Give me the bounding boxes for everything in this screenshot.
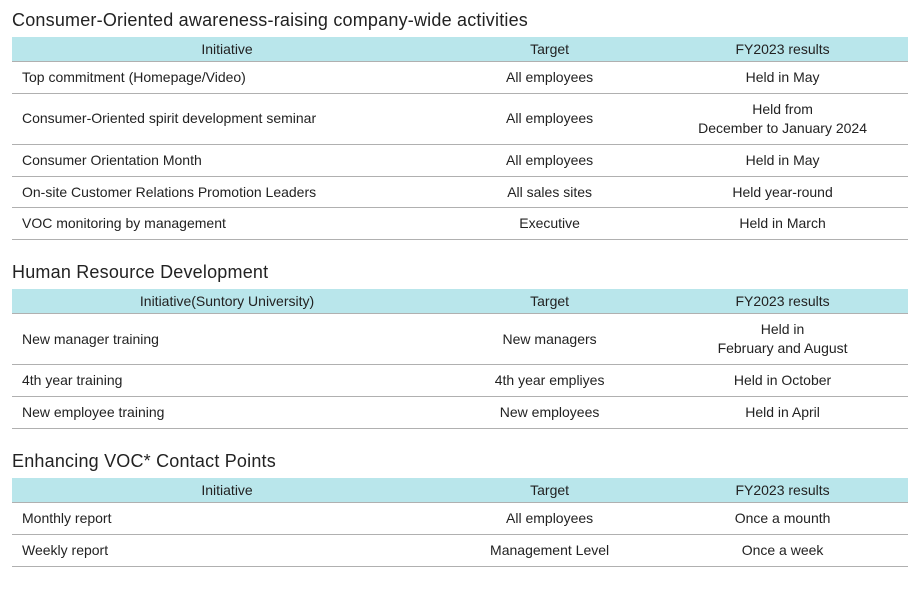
cell-target: 4th year empliyes: [442, 365, 657, 397]
cell-target: New employees: [442, 397, 657, 429]
cell-result: Once a week: [657, 534, 908, 566]
cell-initiative: Weekly report: [12, 534, 442, 566]
data-table: InitiativeTargetFY2023 resultsTop commit…: [12, 37, 908, 240]
cell-result: Once a mounth: [657, 502, 908, 534]
cell-initiative: VOC monitoring by management: [12, 208, 442, 240]
col-header-initiative: Initiative: [12, 37, 442, 62]
table-row: New employee trainingNew employeesHeld i…: [12, 397, 908, 429]
data-table: InitiativeTargetFY2023 resultsMonthly re…: [12, 478, 908, 567]
cell-result: Held in May: [657, 144, 908, 176]
cell-initiative: New employee training: [12, 397, 442, 429]
cell-result: Held in October: [657, 365, 908, 397]
cell-target: All employees: [442, 502, 657, 534]
cell-initiative: Consumer Orientation Month: [12, 144, 442, 176]
cell-target: All employees: [442, 144, 657, 176]
section-title: Consumer-Oriented awareness-raising comp…: [12, 10, 908, 31]
col-header-results: FY2023 results: [657, 289, 908, 314]
col-header-target: Target: [442, 289, 657, 314]
section: Human Resource Development Initiative(Sun…: [12, 262, 908, 429]
cell-target: Executive: [442, 208, 657, 240]
cell-target: Management Level: [442, 534, 657, 566]
cell-result: Held year-round: [657, 176, 908, 208]
table-row: Consumer Orientation MonthAll employeesH…: [12, 144, 908, 176]
cell-result: Held in April: [657, 397, 908, 429]
table-row: New manager trainingNew managersHeld inF…: [12, 314, 908, 365]
col-header-target: Target: [442, 478, 657, 503]
cell-initiative: Consumer-Oriented spirit development sem…: [12, 93, 442, 144]
cell-result: Held in March: [657, 208, 908, 240]
cell-target: New managers: [442, 314, 657, 365]
cell-initiative: On-site Customer Relations Promotion Lea…: [12, 176, 442, 208]
col-header-target: Target: [442, 37, 657, 62]
table-row: Consumer-Oriented spirit development sem…: [12, 93, 908, 144]
section-title: Enhancing VOC* Contact Points: [12, 451, 908, 472]
cell-target: All employees: [442, 93, 657, 144]
col-header-initiative: Initiative: [12, 478, 442, 503]
section-title: Human Resource Development: [12, 262, 908, 283]
data-table: Initiative(Suntory University)TargetFY20…: [12, 289, 908, 429]
col-header-initiative: Initiative(Suntory University): [12, 289, 442, 314]
cell-target: All sales sites: [442, 176, 657, 208]
table-row: Weekly reportManagement LevelOnce a week: [12, 534, 908, 566]
table-row: On-site Customer Relations Promotion Lea…: [12, 176, 908, 208]
table-row: Top commitment (Homepage/Video)All emplo…: [12, 62, 908, 94]
cell-initiative: Top commitment (Homepage/Video): [12, 62, 442, 94]
cell-result: Held inFebruary and August: [657, 314, 908, 365]
section: Enhancing VOC* Contact Points InitiativeT…: [12, 451, 908, 567]
section: Consumer-Oriented awareness-raising comp…: [12, 10, 908, 240]
cell-initiative: Monthly report: [12, 502, 442, 534]
table-row: 4th year training4th year empliyesHeld i…: [12, 365, 908, 397]
cell-result: Held fromDecember to January 2024: [657, 93, 908, 144]
cell-target: All employees: [442, 62, 657, 94]
cell-result: Held in May: [657, 62, 908, 94]
cell-initiative: New manager training: [12, 314, 442, 365]
col-header-results: FY2023 results: [657, 478, 908, 503]
col-header-results: FY2023 results: [657, 37, 908, 62]
table-row: Monthly reportAll employeesOnce a mounth: [12, 502, 908, 534]
cell-initiative: 4th year training: [12, 365, 442, 397]
table-row: VOC monitoring by managementExecutiveHel…: [12, 208, 908, 240]
